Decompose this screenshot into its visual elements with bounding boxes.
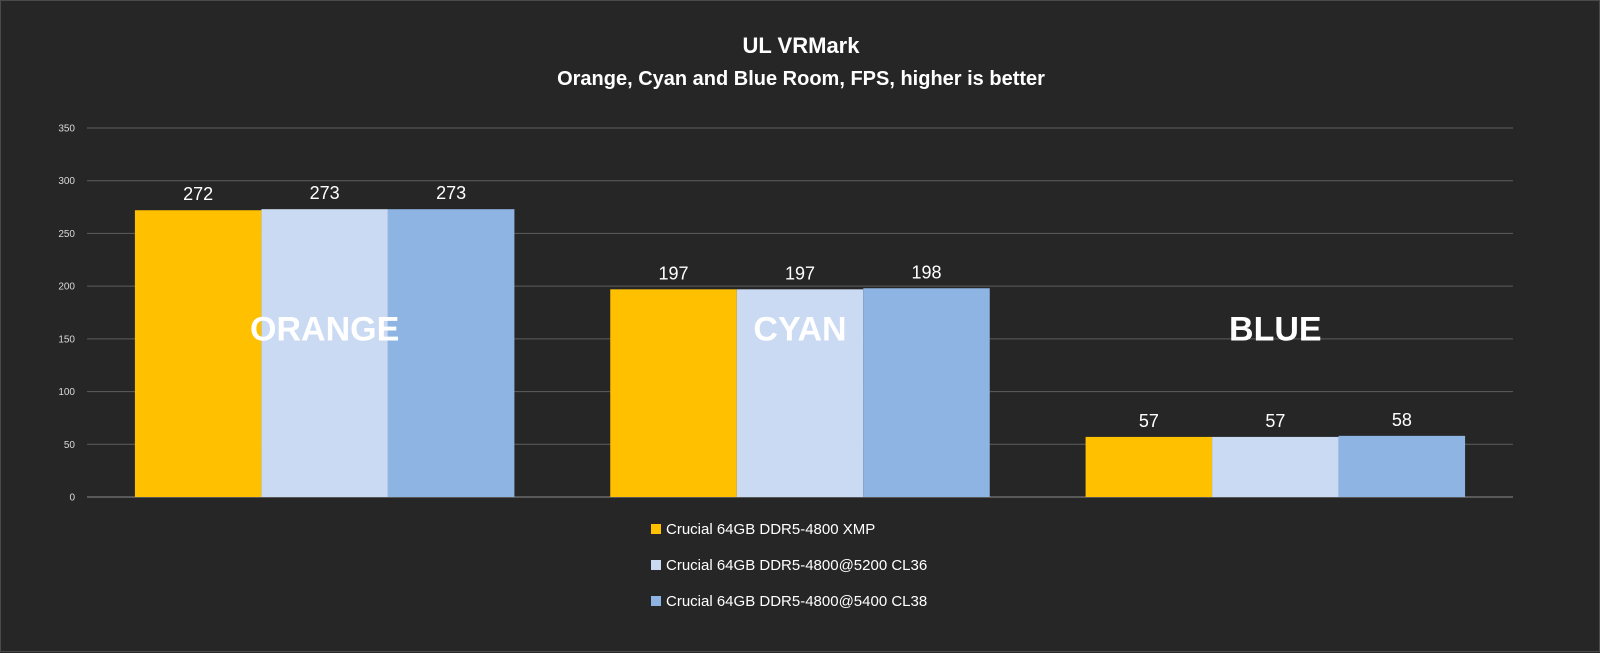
bar: [134, 210, 262, 497]
y-tick-label: 150: [58, 334, 75, 345]
data-label: 273: [310, 183, 340, 203]
y-tick-label: 200: [58, 282, 75, 293]
legend-label: Crucial 64GB DDR5-4800@5400 CL38: [666, 593, 927, 610]
y-axis-ticks: 0 50 100 150 200 250 300 350: [58, 124, 75, 504]
data-labels: 272 273 273 197 197 198 57 57 58: [183, 183, 1412, 431]
y-tick-label: 100: [58, 387, 75, 398]
legend-swatch: [651, 524, 661, 534]
y-tick-label: 0: [69, 493, 75, 504]
legend: Crucial 64GB DDR5-4800 XMP Crucial 64GB D…: [651, 521, 927, 610]
bar: [736, 289, 864, 497]
y-tick-label: 250: [58, 229, 75, 240]
bar: [387, 209, 515, 497]
legend-label: Crucial 64GB DDR5-4800@5200 CL36: [666, 557, 927, 574]
y-tick-label: 50: [64, 440, 76, 451]
bar: [1212, 436, 1339, 497]
data-label: 197: [658, 263, 688, 283]
chart-title: UL VRMark: [743, 33, 861, 58]
category-label: BLUE: [1229, 310, 1322, 348]
legend-swatch: [651, 560, 661, 570]
bar: [863, 288, 990, 497]
legend-label: Crucial 64GB DDR5-4800 XMP: [666, 521, 875, 538]
bar: [610, 289, 737, 497]
data-label: 273: [436, 183, 466, 203]
bars: [134, 209, 1466, 497]
category-label: CYAN: [753, 310, 846, 348]
data-label: 198: [911, 262, 941, 282]
bar: [1338, 435, 1466, 497]
legend-swatch: [651, 596, 661, 606]
data-label: 272: [183, 184, 213, 204]
bar: [1085, 436, 1213, 497]
data-label: 58: [1392, 410, 1412, 430]
y-tick-label: 350: [58, 124, 75, 135]
bar: [261, 209, 388, 497]
category-labels: ORANGE CYAN BLUE: [250, 310, 1322, 348]
category-label: ORANGE: [250, 310, 399, 348]
data-label: 57: [1139, 411, 1159, 431]
data-label: 57: [1265, 411, 1285, 431]
data-label: 197: [785, 263, 815, 283]
y-tick-label: 300: [58, 176, 75, 187]
chart-subtitle: Orange, Cyan and Blue Room, FPS, higher …: [557, 68, 1045, 90]
